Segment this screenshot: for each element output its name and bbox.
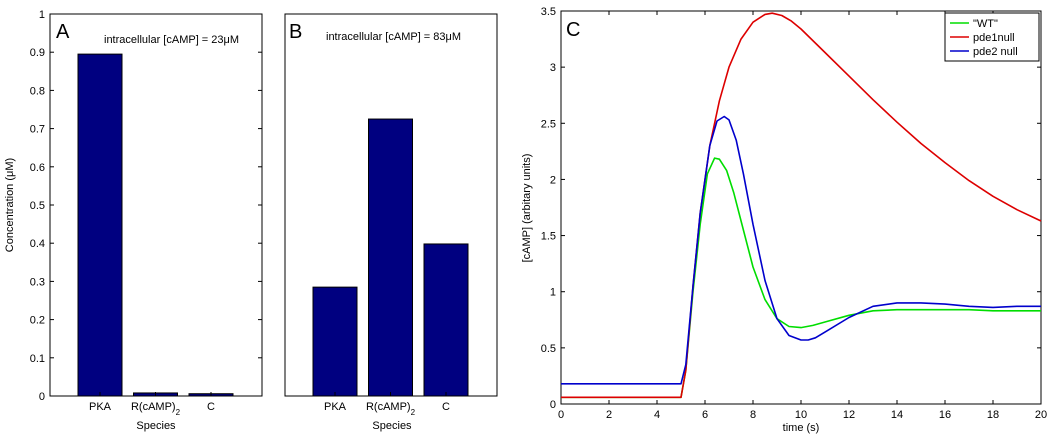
- panel-a: A intracellular [cAMP] = 23μM Concentrat…: [4, 9, 263, 432]
- x-tick-label: 0: [558, 409, 564, 421]
- panel-c-xticks: 0 2 4 6 8 10 12 14 16 18 20: [558, 11, 1047, 421]
- x-tick-label: R(cAMP)2: [131, 401, 181, 417]
- y-tick-label: 0.8: [30, 85, 45, 97]
- x-tick-label: 2: [606, 409, 612, 421]
- bar-rcamp: [368, 118, 413, 397]
- panel-b-bars: [312, 118, 469, 397]
- y-tick-label: 0.4: [30, 238, 45, 250]
- y-tick-label: 1: [550, 287, 556, 299]
- y-tick-label: 0.5: [30, 200, 45, 212]
- bar-pka: [312, 286, 358, 397]
- y-tick-label: 0: [550, 399, 556, 411]
- x-tick-label: 6: [702, 409, 708, 421]
- bar-c: [423, 243, 469, 397]
- legend-label: pde1null: [973, 32, 1015, 44]
- panel-c-lines: [561, 12, 1042, 399]
- x-tick-label: 20: [1035, 409, 1047, 421]
- panel-a-bars: [77, 53, 234, 397]
- panel-b-letter: B: [289, 21, 302, 43]
- y-tick-label: 0.1: [30, 353, 45, 365]
- x-tick-label: 4: [654, 409, 660, 421]
- y-tick-label: 0.2: [30, 315, 45, 327]
- legend-label: pde2 null: [973, 46, 1018, 58]
- axes-c-frame: [560, 10, 1042, 405]
- x-tick-label: 18: [987, 409, 999, 421]
- y-tick-label: 2.5: [541, 118, 556, 130]
- y-tick-label: 0: [39, 391, 45, 403]
- y-tick-label: 0.5: [541, 343, 556, 355]
- x-tick-label: C: [207, 401, 215, 413]
- x-tick-label: R(cAMP)2: [366, 401, 416, 417]
- y-tick-label: 0.7: [30, 124, 45, 136]
- x-tick-label: 12: [843, 409, 855, 421]
- panel-a-letter: A: [56, 21, 70, 43]
- bar-pka: [77, 53, 123, 397]
- y-tick-label: 1: [39, 9, 45, 21]
- panel-a-ylabel: Concentration (μM): [4, 158, 16, 252]
- series-line-pde2null: [561, 115, 1041, 385]
- panel-c-ylabel: [cAMP] (arbitary units): [521, 154, 533, 263]
- y-tick-label: 2: [550, 174, 556, 186]
- panel-b-xlabel: Species: [372, 420, 412, 432]
- panel-b-annotation: intracellular [cAMP] = 83μM: [326, 31, 461, 43]
- panel-b-xticks: PKA R(cAMP)2 C: [324, 392, 450, 417]
- panel-c-letter: C: [566, 19, 580, 41]
- panel-a-xlabel: Species: [136, 420, 176, 432]
- panel-a-xticks: PKA R(cAMP)2 C: [89, 392, 215, 417]
- legend-label: "WT": [973, 18, 998, 30]
- x-tick-label: PKA: [89, 401, 112, 413]
- panel-a-yticks: 0 0.1 0.2 0.3 0.4 0.5 0.6 0.7 0.8 0.9 1: [30, 9, 262, 403]
- panel-b: B intracellular [cAMP] = 83μM Species PK…: [284, 13, 498, 432]
- y-tick-label: 0.9: [30, 47, 45, 59]
- panel-c-xlabel: time (s): [783, 422, 820, 434]
- x-tick-label: 8: [750, 409, 756, 421]
- x-tick-label: 10: [795, 409, 807, 421]
- y-tick-label: 0.3: [30, 276, 45, 288]
- panel-a-annotation: intracellular [cAMP] = 23μM: [104, 34, 239, 46]
- panel-c-yticks: 0 0.5 1 1.5 2 2.5 3 3.5: [541, 6, 1041, 411]
- y-tick-label: 3.5: [541, 6, 556, 18]
- x-tick-label: PKA: [324, 401, 347, 413]
- y-tick-label: 3: [550, 62, 556, 74]
- x-tick-label: C: [442, 401, 450, 413]
- y-tick-label: 0.6: [30, 162, 45, 174]
- y-tick-label: 1.5: [541, 231, 556, 243]
- x-tick-label: 14: [891, 409, 903, 421]
- x-tick-label: 16: [939, 409, 951, 421]
- panel-c: C [cAMP] (arbitary units) time (s) 0 0.5 1…: [521, 6, 1047, 434]
- panel-c-legend: "WT" pde1null pde2 null: [944, 12, 1040, 62]
